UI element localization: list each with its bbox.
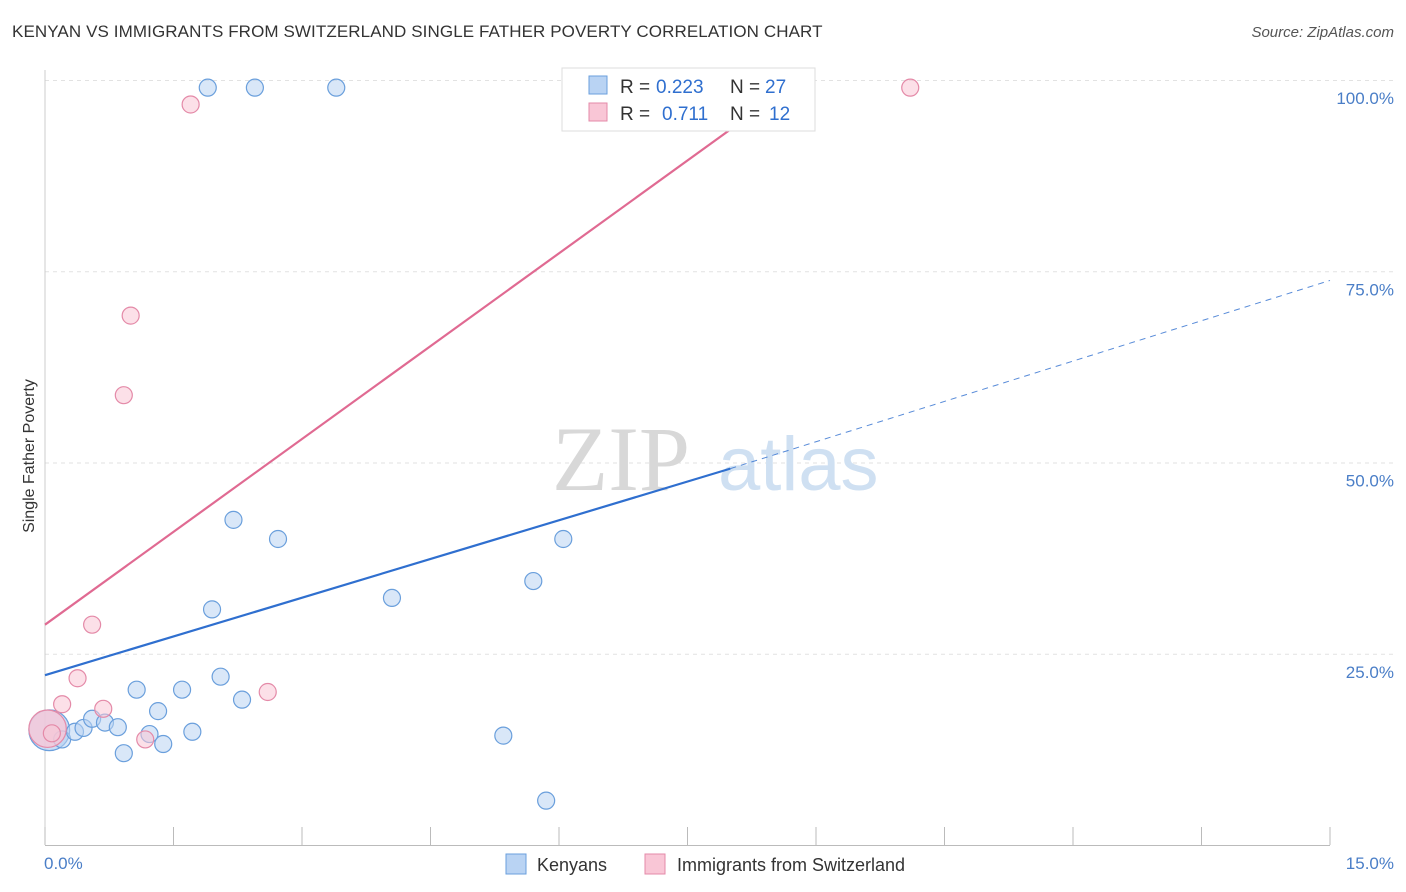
data-point-series-1: [53, 695, 72, 714]
data-point-series-1: [121, 306, 140, 325]
source-credit: Source: ZipAtlas.com: [1251, 24, 1394, 41]
y-tick-label: 75.0%: [1346, 280, 1394, 299]
data-point-series-0: [232, 690, 252, 709]
data-point-series-0: [224, 510, 243, 529]
x-tick-label-min: 0.0%: [44, 854, 83, 873]
data-point-series-0: [198, 78, 217, 97]
data-point-series-0: [554, 529, 573, 549]
data-point-series-1: [94, 699, 113, 718]
y-tick-label: 50.0%: [1346, 472, 1394, 491]
legend-n-label-switzerland: N =: [730, 104, 760, 125]
y-tick-label: 100.0%: [1336, 89, 1394, 108]
bottom-legend-label-kenyans: Kenyans: [537, 855, 607, 875]
data-point-series-0: [494, 726, 513, 745]
data-point-series-1: [114, 386, 133, 405]
legend-n-value-kenyans: 27: [765, 77, 786, 98]
watermark: ZIP atlas: [552, 408, 879, 510]
data-point-series-1: [42, 724, 61, 743]
data-point-series-1: [181, 95, 200, 114]
data-point-series-0: [382, 588, 402, 608]
data-points: [28, 78, 920, 810]
x-tick-label-max: 15.0%: [1346, 854, 1394, 873]
data-point-series-0: [114, 744, 133, 763]
trend-line-1: [44, 79, 800, 626]
data-point-series-0: [202, 600, 222, 619]
data-point-series-0: [172, 680, 192, 699]
data-point-series-0: [148, 702, 168, 721]
data-point-series-0: [268, 529, 288, 549]
legend-n-label-kenyans: N =: [730, 77, 760, 98]
trend-line-extension-0: [730, 279, 1331, 470]
data-point-series-1: [83, 615, 102, 634]
data-point-series-1: [901, 78, 920, 97]
data-point-series-0: [327, 78, 346, 97]
bottom-legend-swatch-switzerland: [644, 853, 666, 875]
data-point-series-0: [154, 734, 173, 754]
legend-box: R = 0.223 N = 27 R = 0.711 N = 12: [561, 67, 816, 132]
legend-r-value-switzerland: 0.711: [662, 104, 708, 125]
data-point-series-0: [524, 571, 543, 591]
data-point-series-0: [108, 718, 127, 737]
legend-swatch-kenyans: [588, 75, 608, 95]
data-point-series-0: [537, 791, 556, 810]
y-axis-label: Single Father Poverty: [21, 379, 38, 533]
watermark-zip: ZIP: [552, 408, 690, 510]
trend-line-0: [44, 467, 731, 677]
data-point-series-0: [211, 667, 230, 686]
grid-lines: [45, 80, 1394, 655]
trend-lines: [44, 79, 1331, 677]
data-point-series-1: [258, 682, 277, 702]
data-point-series-0: [245, 78, 264, 97]
legend-swatch-switzerland: [588, 102, 608, 122]
legend-r-label-kenyans: R =: [620, 77, 650, 98]
data-point-series-1: [68, 669, 87, 688]
bottom-legend: Kenyans Immigrants from Switzerland: [505, 853, 905, 875]
chart-title: KENYAN VS IMMIGRANTS FROM SWITZERLAND SI…: [12, 22, 823, 41]
y-tick-labels: 25.0% 50.0% 75.0% 100.0%: [1336, 89, 1394, 682]
data-point-series-0: [183, 722, 202, 741]
legend-n-value-switzerland: 12: [769, 104, 790, 125]
y-tick-label: 25.0%: [1346, 663, 1394, 682]
legend-r-label-switzerland: R =: [620, 104, 650, 125]
data-point-series-1: [136, 730, 155, 749]
data-point-series-0: [127, 680, 146, 699]
bottom-legend-label-switzerland: Immigrants from Switzerland: [677, 855, 905, 875]
legend-r-value-kenyans: 0.223: [656, 77, 704, 98]
bottom-legend-swatch-kenyans: [505, 853, 527, 875]
